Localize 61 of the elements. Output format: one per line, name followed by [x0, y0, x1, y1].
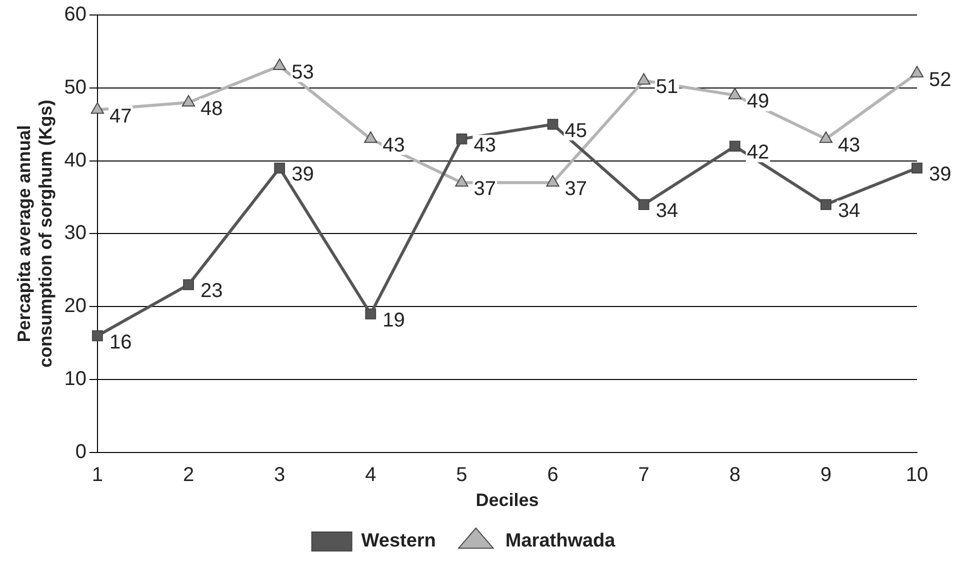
data-label: 48 [200, 98, 223, 120]
x-tick-label: 4 [365, 464, 376, 486]
data-label: 23 [200, 280, 223, 302]
point [547, 118, 558, 130]
x-tick-label: 3 [274, 464, 286, 486]
x-tick-label: 2 [182, 464, 194, 486]
point [274, 162, 286, 174]
point [364, 131, 378, 143]
x-tick-label: 9 [820, 464, 832, 486]
data-label: 43 [838, 134, 860, 156]
data-label: 39 [929, 164, 952, 186]
y-tick-label: 30 [64, 222, 86, 244]
x-tick-label: 7 [638, 464, 650, 486]
x-tick-label: 6 [547, 464, 558, 486]
y-tick-label: 40 [64, 149, 86, 172]
data-label: 45 [564, 120, 588, 142]
data-label: 39 [292, 164, 314, 186]
point [912, 162, 922, 174]
point [455, 175, 468, 187]
point [637, 73, 650, 85]
point [638, 199, 650, 210]
point [820, 199, 832, 210]
data-label: 42 [746, 142, 770, 164]
point [92, 330, 103, 342]
legend-label: Western [361, 530, 436, 552]
data-label: 19 [382, 309, 405, 332]
point [819, 131, 832, 143]
data-label: 43 [474, 134, 496, 156]
x-tick-label: 8 [729, 464, 740, 486]
x-tick-label: 5 [456, 464, 468, 486]
y-tick-label: 0 [75, 440, 86, 463]
point [729, 140, 740, 152]
data-label: 52 [929, 68, 952, 91]
data-label: 16 [109, 331, 132, 354]
data-label: 47 [109, 105, 132, 128]
data-label: 49 [746, 90, 770, 113]
y-tick-label: 10 [64, 368, 86, 390]
y-axis-title: Percapita average annual consumption of sorghum (Kgs) [14, 100, 56, 368]
x-tick-label: 1 [92, 464, 104, 486]
y-tick-label: 60 [64, 4, 86, 26]
data-label: 34 [656, 200, 678, 222]
y-tick-label: 20 [64, 295, 86, 318]
point [182, 94, 196, 106]
y-tick-label: 50 [64, 76, 86, 98]
x-axis-title: Deciles [476, 490, 539, 510]
point [183, 279, 194, 290]
point [365, 308, 376, 320]
data-label: 37 [474, 178, 496, 200]
point [728, 88, 742, 100]
data-label: 37 [564, 178, 588, 200]
point [910, 66, 924, 78]
data-label: 51 [656, 76, 678, 98]
point [546, 175, 560, 187]
data-label: 34 [838, 200, 860, 222]
point [456, 133, 468, 144]
point [90, 102, 104, 114]
data-label: 53 [292, 62, 314, 84]
x-tick-label: 10 [906, 464, 928, 486]
point [273, 58, 286, 70]
legend-label: Marathwada [505, 530, 616, 552]
data-label: 43 [382, 134, 405, 156]
